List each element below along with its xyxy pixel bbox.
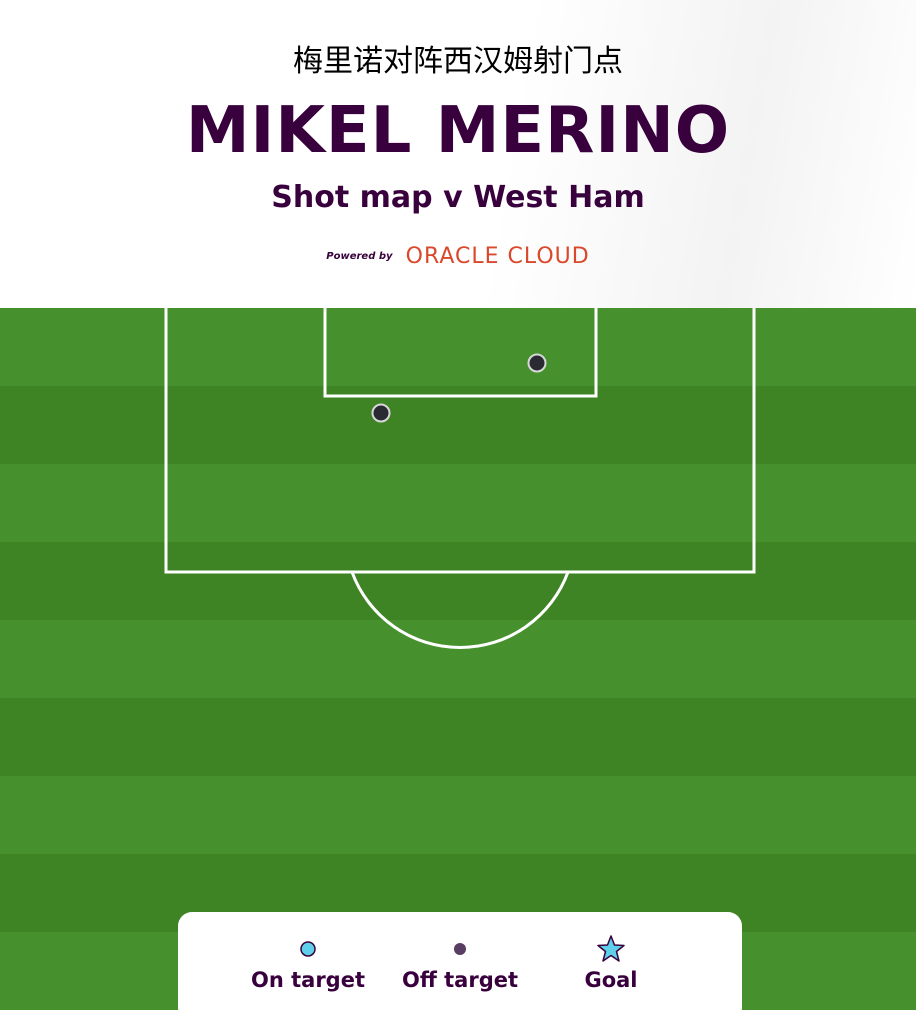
shot-legend: On target Off target Goal — [178, 912, 742, 1022]
legend-label-goal: Goal — [584, 968, 638, 992]
football-pitch — [0, 308, 916, 1010]
legend-item-off-target: Off target — [380, 934, 540, 992]
star-icon — [597, 935, 625, 962]
penalty-area — [164, 308, 756, 574]
legend-label-off-target: Off target — [401, 968, 519, 992]
legend-item-on-target: On target — [228, 934, 388, 992]
sponsor-line: Powered by ORACLE CLOUD — [0, 244, 916, 269]
powered-by-label: Powered by — [326, 251, 393, 262]
chinese-caption: 梅里诺对阵西汉姆射门点 — [293, 44, 623, 79]
shot-map-subtitle: Shot map v West Ham — [271, 180, 645, 215]
shot-marker-off-target — [371, 403, 391, 423]
cyan-circle-icon — [300, 941, 316, 957]
shot-marker-off-target — [527, 353, 547, 373]
sponsor-logo: ORACLE CLOUD — [405, 244, 590, 269]
purple-dot-icon — [454, 943, 466, 955]
pitch-stripes — [0, 308, 916, 1010]
graphic-header: 梅里诺对阵西汉姆射门点 MIKEL MERINO Shot map v West… — [0, 0, 916, 308]
legend-item-goal: Goal — [531, 934, 691, 992]
player-name: MIKEL MERINO — [185, 94, 731, 168]
legend-label-on-target: On target — [251, 968, 365, 992]
six-yard-box — [323, 308, 598, 398]
penalty-arc — [350, 571, 570, 649]
